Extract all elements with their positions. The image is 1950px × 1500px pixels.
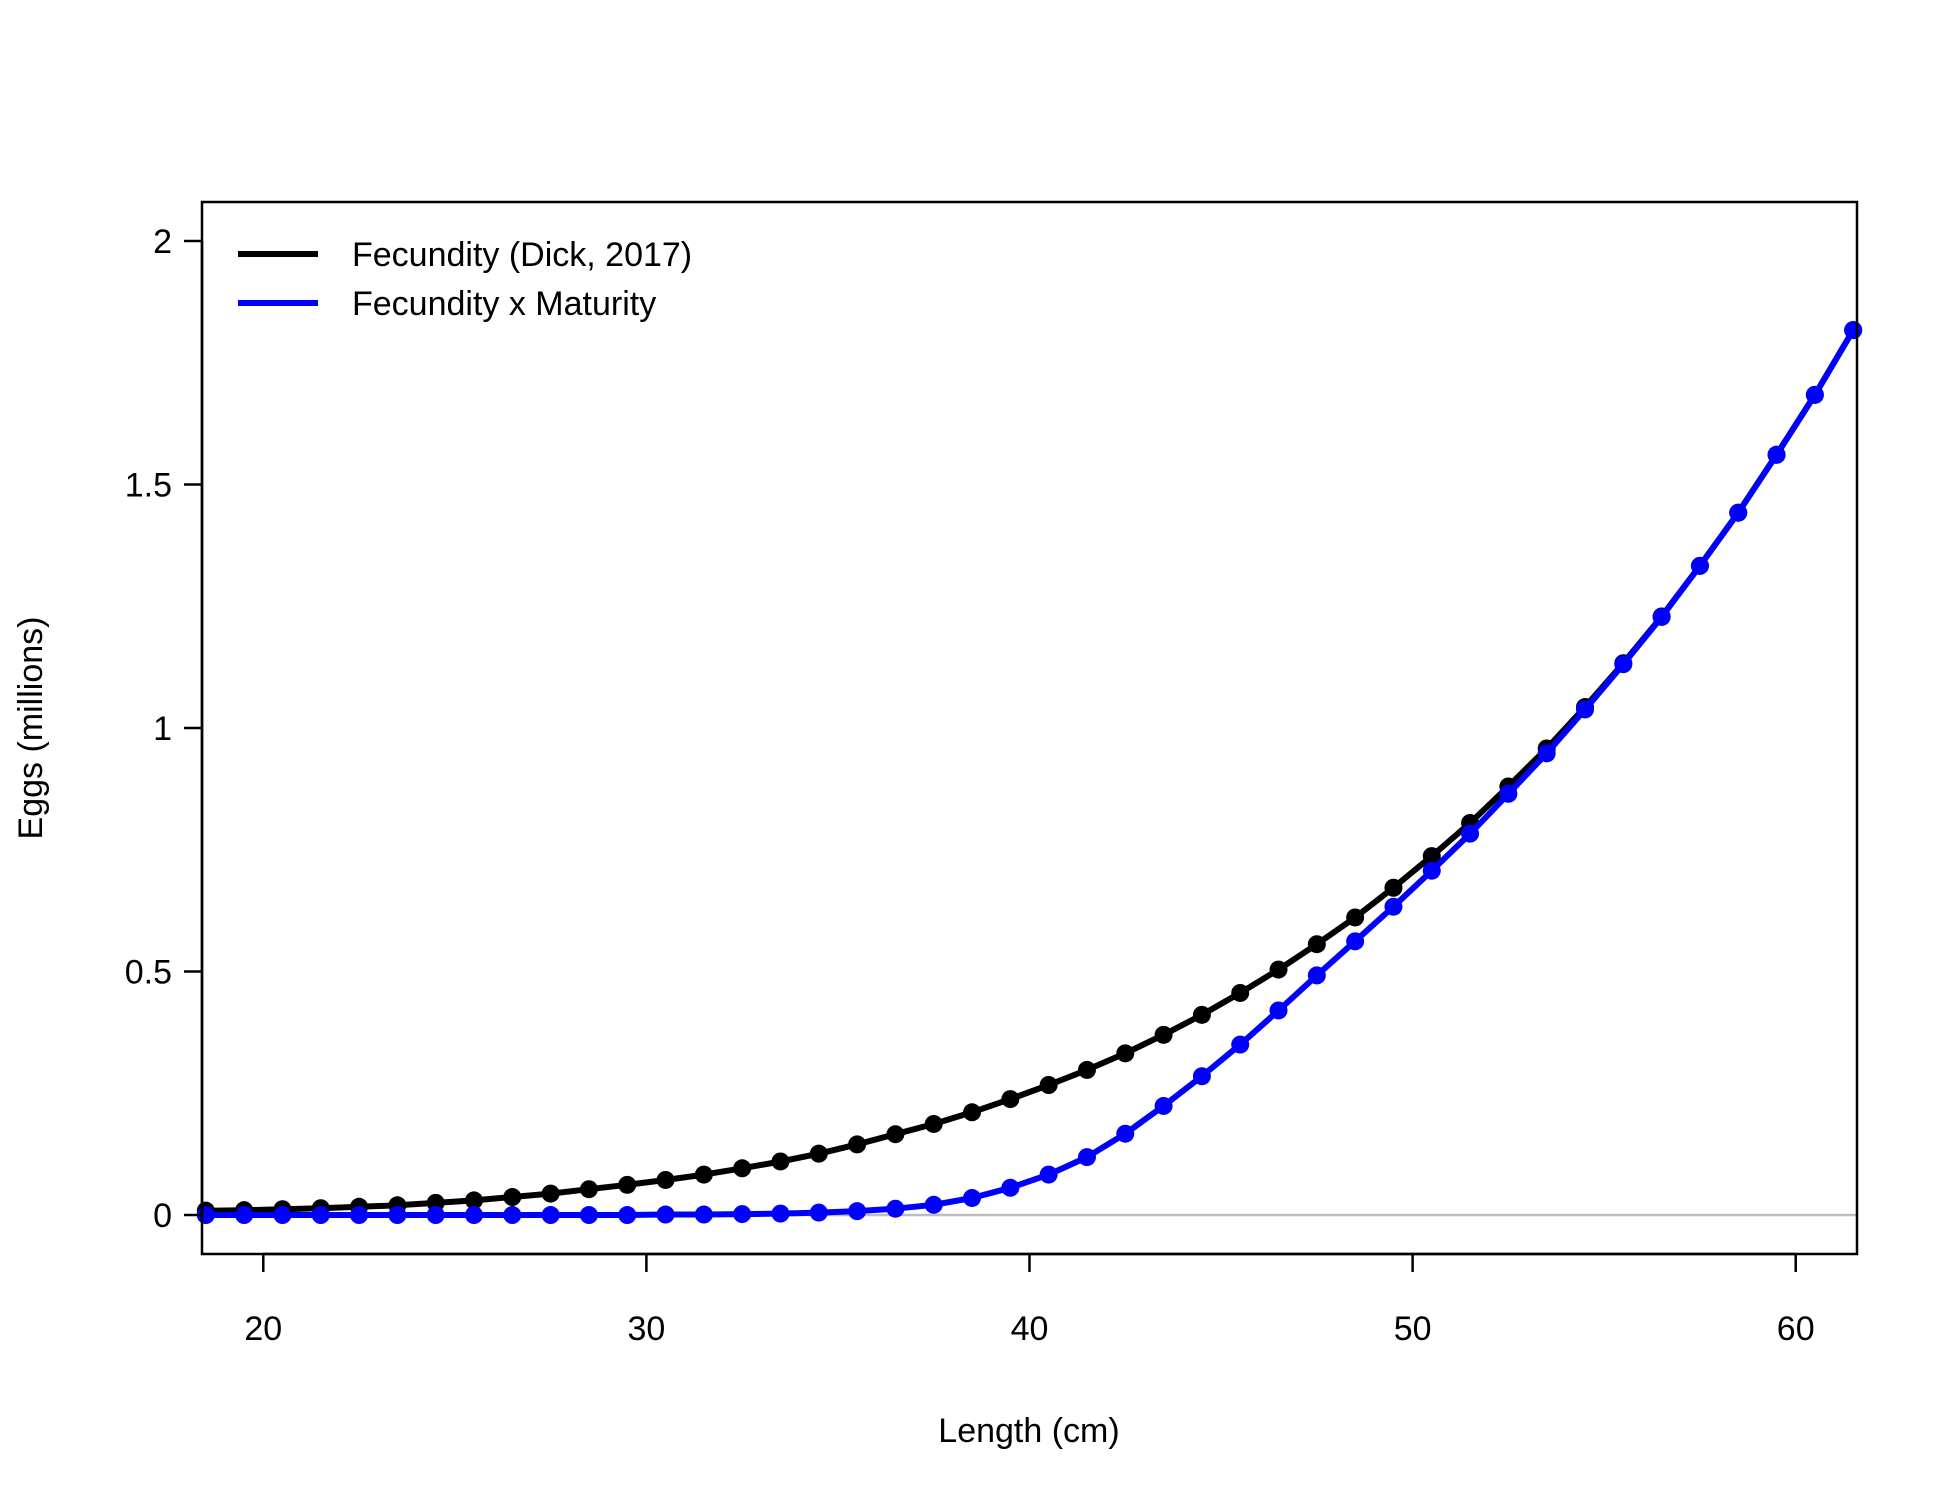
data-point-fecundity xyxy=(848,1135,867,1154)
data-point-fecundity xyxy=(886,1125,905,1144)
data-point-fecundity xyxy=(1116,1044,1135,1063)
data-point-fecundity-maturity xyxy=(886,1199,905,1218)
data-point-fecundity-maturity xyxy=(1039,1165,1058,1184)
data-point-fecundity xyxy=(809,1144,828,1163)
x-axis-title: Length (cm) xyxy=(938,1412,1119,1450)
data-point-fecundity-maturity xyxy=(1192,1067,1211,1086)
data-point-fecundity xyxy=(1154,1025,1173,1044)
data-point-fecundity-maturity xyxy=(1844,321,1863,340)
data-point-fecundity xyxy=(771,1152,790,1171)
data-point-fecundity-maturity xyxy=(1461,824,1480,843)
data-point-fecundity xyxy=(1001,1090,1020,1109)
y-tick-label: 1 xyxy=(153,710,172,748)
data-point-fecundity-maturity xyxy=(1652,607,1671,626)
x-tick-label: 50 xyxy=(1394,1310,1432,1348)
data-point-fecundity-maturity xyxy=(1614,655,1633,674)
data-point-fecundity-maturity xyxy=(963,1188,982,1207)
data-point-fecundity xyxy=(1192,1005,1211,1024)
data-point-fecundity-maturity xyxy=(388,1206,407,1225)
data-point-fecundity xyxy=(694,1165,713,1184)
data-point-fecundity-maturity xyxy=(350,1206,369,1225)
data-point-fecundity-maturity xyxy=(924,1195,943,1214)
data-point-fecundity-maturity xyxy=(733,1205,752,1224)
data-point-fecundity-maturity xyxy=(426,1206,445,1225)
x-tick-label: 20 xyxy=(244,1310,282,1348)
data-point-fecundity xyxy=(541,1184,560,1203)
data-point-fecundity xyxy=(924,1114,943,1133)
data-point-fecundity xyxy=(963,1103,982,1122)
data-point-fecundity-maturity xyxy=(848,1202,867,1221)
data-point-fecundity-maturity xyxy=(1001,1178,1020,1197)
data-point-fecundity-maturity xyxy=(1422,861,1441,880)
data-point-fecundity xyxy=(1307,935,1326,954)
y-tick-label: 2 xyxy=(153,223,172,261)
x-axis: 20 30 40 50 60 xyxy=(244,1252,1815,1348)
data-point-fecundity xyxy=(656,1170,675,1189)
x-tick-label: 60 xyxy=(1777,1310,1815,1348)
series-layer xyxy=(196,321,1863,1225)
data-point-fecundity-maturity xyxy=(1154,1096,1173,1115)
data-point-fecundity-maturity xyxy=(618,1206,637,1225)
data-point-fecundity-maturity xyxy=(1805,385,1824,404)
data-point-fecundity xyxy=(579,1180,598,1199)
data-point-fecundity xyxy=(1422,847,1441,866)
data-point-fecundity-maturity xyxy=(1729,503,1748,522)
data-point-fecundity xyxy=(1346,908,1365,927)
data-point-fecundity-maturity xyxy=(1767,445,1786,464)
data-point-fecundity-maturity xyxy=(694,1205,713,1224)
data-point-fecundity-maturity xyxy=(235,1206,254,1225)
plot-frame xyxy=(200,200,1859,1256)
legend-label-fecundity-maturity: Fecundity x Maturity xyxy=(352,285,656,323)
y-tick-label: 0.5 xyxy=(125,954,172,992)
series-line-fecundity xyxy=(202,327,1857,1214)
data-point-fecundity-maturity xyxy=(465,1206,484,1225)
x-tick-label: 40 xyxy=(1011,1310,1049,1348)
data-point-fecundity-maturity xyxy=(1537,744,1556,763)
data-point-fecundity xyxy=(1039,1075,1058,1094)
data-point-fecundity-maturity xyxy=(1077,1148,1096,1167)
data-point-fecundity xyxy=(618,1175,637,1194)
data-point-fecundity xyxy=(733,1159,752,1178)
data-point-fecundity xyxy=(1384,878,1403,897)
data-point-fecundity-maturity xyxy=(1690,556,1709,575)
data-point-fecundity-maturity xyxy=(1384,897,1403,916)
data-point-fecundity-maturity xyxy=(311,1206,330,1225)
y-tick-label: 0 xyxy=(153,1197,172,1235)
data-point-fecundity xyxy=(1231,983,1250,1002)
data-point-fecundity-maturity xyxy=(1231,1035,1250,1054)
data-point-fecundity-maturity xyxy=(1575,700,1594,719)
data-point-fecundity xyxy=(465,1191,484,1210)
x-tick-label: 30 xyxy=(627,1310,665,1348)
data-point-fecundity-maturity xyxy=(656,1205,675,1224)
data-point-fecundity-maturity xyxy=(541,1206,560,1225)
data-point-fecundity-maturity xyxy=(1269,1001,1288,1020)
data-point-fecundity-maturity xyxy=(503,1206,522,1225)
data-point-fecundity-maturity xyxy=(579,1206,598,1225)
data-point-fecundity xyxy=(1077,1060,1096,1079)
legend: Fecundity (Dick, 2017) Fecundity x Matur… xyxy=(238,236,692,323)
data-point-fecundity-maturity xyxy=(771,1204,790,1223)
y-tick-label: 1.5 xyxy=(125,466,172,504)
data-point-fecundity-maturity xyxy=(1116,1124,1135,1143)
y-axis: 0 0.5 1 1.5 2 xyxy=(125,223,204,1235)
data-point-fecundity-maturity xyxy=(1346,932,1365,951)
data-point-fecundity-maturity xyxy=(273,1206,292,1225)
series-line-fecundity-maturity xyxy=(202,327,1857,1218)
data-point-fecundity-maturity xyxy=(1499,784,1518,803)
data-point-fecundity-maturity xyxy=(809,1203,828,1222)
legend-label-fecundity: Fecundity (Dick, 2017) xyxy=(352,236,692,274)
data-point-fecundity xyxy=(1269,960,1288,979)
data-point-fecundity-maturity xyxy=(1307,966,1326,985)
data-point-fecundity xyxy=(503,1188,522,1207)
y-axis-title: Eggs (millions) xyxy=(12,617,50,840)
